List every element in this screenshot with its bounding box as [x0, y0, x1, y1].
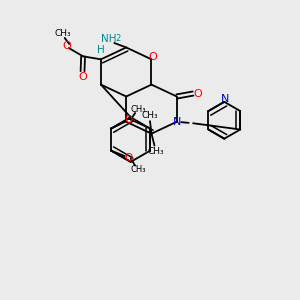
Text: CH₃: CH₃	[130, 165, 146, 174]
Text: CH₃: CH₃	[142, 111, 158, 120]
Text: 2: 2	[116, 34, 121, 43]
Text: N: N	[221, 94, 229, 104]
Text: O: O	[148, 52, 157, 62]
Text: O: O	[78, 72, 87, 82]
Text: CH₃: CH₃	[148, 147, 164, 156]
Text: H: H	[97, 45, 105, 56]
Text: O: O	[62, 41, 71, 51]
Text: NH: NH	[100, 34, 116, 44]
Text: N: N	[173, 117, 182, 127]
Text: CH₃: CH₃	[130, 105, 146, 114]
Text: O: O	[194, 88, 203, 98]
Text: O: O	[124, 115, 133, 125]
Text: CH₃: CH₃	[55, 29, 71, 38]
Text: O: O	[124, 153, 133, 163]
